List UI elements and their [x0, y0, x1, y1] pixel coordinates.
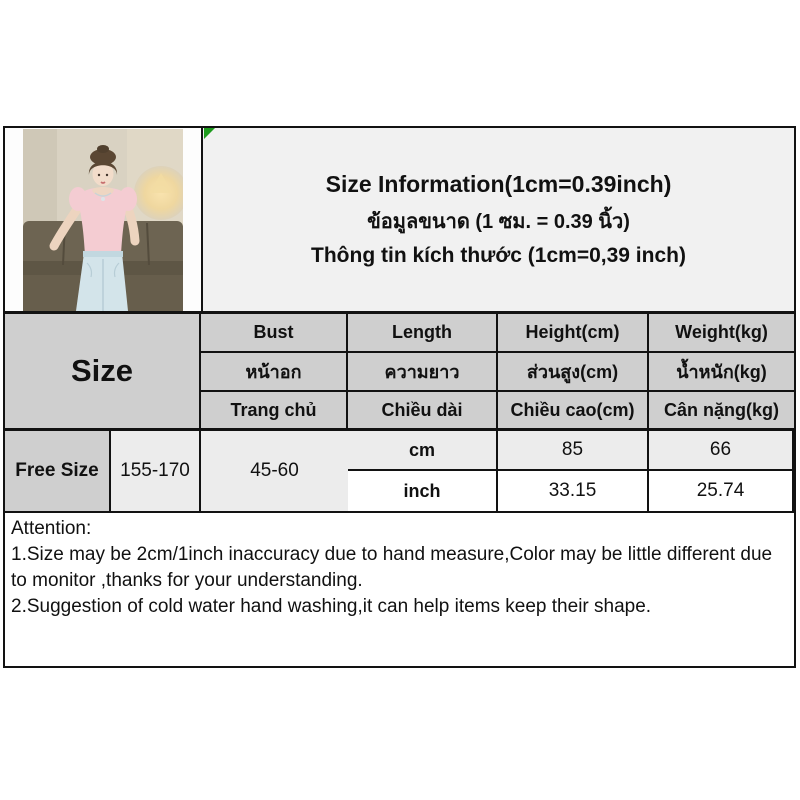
unit-label-cm: cm: [348, 431, 498, 471]
height-range-value: 155-170: [111, 431, 201, 511]
col-header-length-vi: Chiều dài: [348, 392, 498, 431]
col-header-height-en: Height(cm): [498, 314, 649, 353]
col-header-height-th: ส่วนสูง(cm): [498, 353, 649, 392]
attention-line-1: 1.Size may be 2cm/1inch inaccuracy due t…: [11, 544, 773, 591]
size-information-header: Size Information(1cm=0.39inch) ข้อมูลขนา…: [203, 128, 794, 311]
attention-heading: Attention:: [11, 518, 92, 539]
col-header-weight-en: Weight(kg): [649, 314, 794, 353]
size-header-cell: Size: [5, 314, 201, 431]
bust-cm-value: 85: [498, 431, 649, 471]
col-header-height-vi: Chiều cao(cm): [498, 392, 649, 431]
unit-label-inch: inch: [348, 471, 498, 511]
size-chart-sheet: Size Information(1cm=0.39inch) ข้อมูลขนา…: [3, 126, 796, 668]
cell-comment-triangle-icon: [204, 128, 215, 139]
col-header-length-en: Length: [348, 314, 498, 353]
top-section: Size Information(1cm=0.39inch) ข้อมูลขนา…: [5, 128, 794, 314]
weight-range-value: 45-60: [201, 431, 348, 511]
col-header-weight-vi: Cân nặng(kg): [649, 392, 794, 431]
col-header-weight-th: น้ำหนัก(kg): [649, 353, 794, 392]
product-photo-cell: [5, 128, 203, 311]
title-vietnamese: Thông tin kích thước (1cm=0,39 inch): [311, 244, 686, 267]
length-cm-value: 66: [649, 431, 794, 471]
col-header-bust-th: หน้าอก: [201, 353, 348, 392]
bust-inch-value: 33.15: [498, 471, 649, 511]
attention-line-2: 2.Suggestion of cold water hand washing,…: [11, 596, 652, 617]
title-english: Size Information(1cm=0.39inch): [325, 171, 672, 197]
attention-notes: Attention: 1.Size may be 2cm/1inch inacc…: [5, 511, 794, 666]
col-header-bust-vi: Trang chủ: [201, 392, 348, 431]
col-header-length-th: ความยาว: [348, 353, 498, 392]
size-table: Size Bust Length Height(cm) Weight(kg) ห…: [5, 314, 794, 511]
col-header-bust-en: Bust: [201, 314, 348, 353]
title-thai: ข้อมูลขนาด (1 ซม. = 0.39 นิ้ว): [367, 211, 630, 233]
model-photo: [23, 129, 183, 311]
row-label-free-size: Free Size: [5, 431, 111, 511]
length-inch-value: 25.74: [649, 471, 794, 511]
